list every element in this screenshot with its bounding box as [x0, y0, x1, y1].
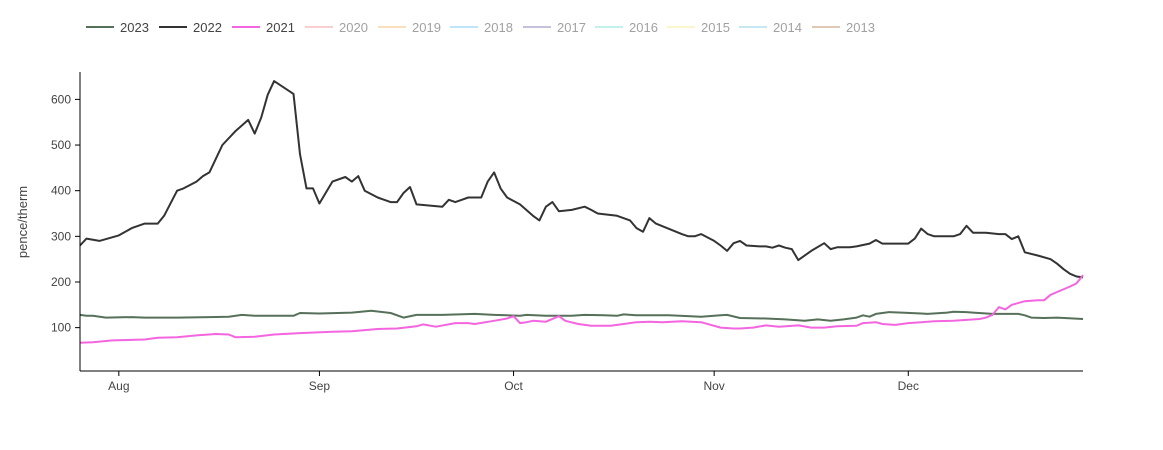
legend-item-2019[interactable]: 2019 — [378, 20, 441, 35]
legend-item-2014[interactable]: 2014 — [739, 20, 802, 35]
y-tick-label: 600 — [51, 92, 71, 106]
legend-label: 2019 — [412, 20, 441, 35]
legend-label: 2023 — [120, 20, 149, 35]
y-tick-label: 500 — [51, 138, 71, 152]
x-tick-label: Oct — [504, 379, 523, 393]
x-tick-label: Dec — [898, 379, 919, 393]
legend-item-2021[interactable]: 2021 — [232, 20, 295, 35]
x-tick-label: Aug — [108, 379, 129, 393]
legend-label: 2017 — [557, 20, 586, 35]
y-tick-label: 300 — [51, 229, 71, 243]
legend-label: 2021 — [266, 20, 295, 35]
legend-label: 2020 — [339, 20, 368, 35]
y-tick-label: 400 — [51, 184, 71, 198]
legend-item-2013[interactable]: 2013 — [812, 20, 875, 35]
legend-item-2023[interactable]: 2023 — [86, 20, 149, 35]
x-tick-label: Sep — [309, 379, 331, 393]
legend-label: 2014 — [773, 20, 802, 35]
legend-item-2016[interactable]: 2016 — [595, 20, 658, 35]
legend-label: 2022 — [193, 20, 222, 35]
series-layer — [79, 80, 1084, 344]
legend-item-2018[interactable]: 2018 — [450, 20, 513, 35]
y-ticks: 100 200 300 400 500 600 — [51, 92, 80, 335]
legend-label: 2016 — [629, 20, 658, 35]
series-line-2022 — [79, 80, 1084, 279]
legend-item-2017[interactable]: 2017 — [523, 20, 586, 35]
x-ticks: Aug Sep Oct Nov Dec — [108, 371, 919, 393]
x-tick-label: Nov — [703, 379, 724, 393]
legend-label: 2015 — [701, 20, 730, 35]
y-axis-title: pence/therm — [15, 186, 30, 258]
legend-label: 2018 — [484, 20, 513, 35]
legend-label: 2013 — [846, 20, 875, 35]
legend: 2023 2022 2021 2020 2019 2018 2017 2016 2015 2014… — [86, 20, 875, 35]
legend-item-2015[interactable]: 2015 — [667, 20, 730, 35]
series-line-2023 — [79, 309, 1084, 322]
legend-item-2022[interactable]: 2022 — [159, 20, 222, 35]
axes: 100 200 300 400 500 600 Aug Sep Oct Nov Dec — [51, 72, 1083, 393]
legend-item-2020[interactable]: 2020 — [305, 20, 368, 35]
y-tick-label: 200 — [51, 275, 71, 289]
y-tick-label: 100 — [51, 321, 71, 335]
series-line-2021 — [79, 274, 1084, 344]
